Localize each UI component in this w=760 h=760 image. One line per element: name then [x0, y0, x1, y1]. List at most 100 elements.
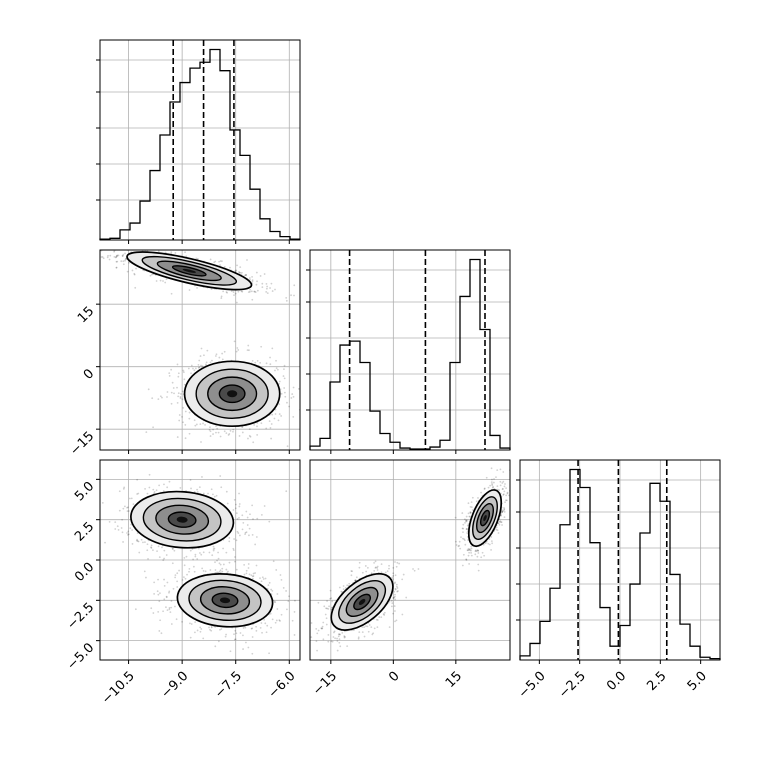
scatter-point: [232, 549, 235, 552]
scatter-point: [365, 570, 368, 573]
density-level: [182, 268, 196, 273]
scatter-point: [127, 510, 130, 512]
scatter-point: [252, 518, 254, 520]
scatter-point: [490, 467, 493, 470]
scatter-point: [137, 492, 140, 495]
scatter-point: [326, 607, 328, 610]
scatter-point: [285, 590, 287, 592]
scatter-point: [393, 590, 396, 593]
scatter-point: [236, 347, 239, 349]
scatter-point: [497, 532, 500, 534]
scatter-point: [283, 364, 286, 367]
scatter-point: [230, 290, 233, 293]
scatter-point: [47, 235, 49, 237]
scatter-point: [491, 486, 494, 489]
scatter-point: [464, 521, 466, 524]
scatter-point: [505, 499, 507, 502]
contour-line: [126, 251, 253, 291]
scatter-point: [501, 488, 504, 491]
scatter-point: [272, 560, 275, 563]
scatter-point: [184, 251, 186, 254]
scatter-point: [500, 514, 502, 517]
scatter-point: [465, 528, 468, 531]
scatter-point: [235, 568, 238, 571]
scatter-point: [390, 599, 393, 602]
scatter-point: [482, 543, 485, 546]
scatter-point: [210, 288, 213, 290]
scatter-point: [475, 500, 478, 503]
scatter-point: [245, 641, 247, 644]
scatter-point: [202, 570, 205, 572]
scatter-point: [218, 562, 221, 565]
y-tick-label-1: 0: [81, 366, 97, 382]
scatter-point: [271, 347, 274, 350]
scatter-point: [500, 521, 503, 523]
scatter-point: [177, 395, 180, 398]
scatter-point: [170, 251, 173, 254]
scatter-point: [477, 549, 479, 552]
scatter-point: [264, 622, 267, 625]
contour-line: [345, 586, 379, 618]
scatter-point: [89, 506, 91, 508]
scatter-point: [326, 600, 328, 602]
scatter-point: [213, 261, 216, 264]
scatter-point: [259, 275, 262, 277]
scatter-point: [469, 511, 472, 514]
scatter-point: [124, 252, 126, 255]
scatter-point: [228, 540, 231, 543]
scatter-point: [163, 557, 166, 560]
scatter-point: [115, 260, 118, 263]
density-level: [227, 390, 238, 398]
scatter-point: [271, 589, 274, 592]
scatter-point: [490, 481, 493, 484]
scatter-point: [282, 375, 285, 377]
scatter-point: [375, 618, 378, 621]
density-content: [89, 473, 296, 655]
scatter-point: [190, 364, 193, 367]
scatter-point: [150, 546, 152, 549]
scatter-point: [226, 291, 228, 294]
scatter-point: [235, 350, 238, 353]
scatter-point: [495, 526, 498, 529]
scatter-point: [496, 529, 499, 532]
scatter-point: [246, 524, 249, 526]
scatter-point: [116, 255, 118, 257]
scatter-point: [317, 385, 319, 387]
scatter-point: [126, 532, 128, 534]
scatter-point: [261, 286, 264, 289]
scatter-point: [166, 609, 169, 612]
scatter-point: [194, 631, 196, 634]
scatter-point: [113, 255, 116, 258]
scatter-point: [183, 564, 186, 567]
scatter-point: [162, 490, 165, 492]
scatter-point: [244, 274, 247, 277]
scatter-point: [271, 290, 274, 292]
scatter-point: [219, 435, 222, 438]
scatter-point: [173, 549, 176, 552]
scatter-point: [241, 431, 244, 434]
scatter-point: [131, 543, 134, 545]
scatter-point: [152, 488, 155, 491]
scatter-point: [234, 507, 237, 510]
scatter-point: [189, 636, 192, 639]
scatter-point: [121, 518, 124, 521]
scatter-point: [193, 419, 196, 422]
scatter-point: [170, 292, 173, 295]
scatter-point: [199, 423, 202, 426]
scatter-point: [275, 569, 278, 571]
scatter-point: [499, 480, 502, 483]
scatter-point: [170, 623, 173, 625]
scatter-point: [130, 497, 133, 500]
scatter-point: [259, 577, 261, 580]
scatter-point: [375, 566, 377, 569]
scatter-point: [293, 611, 296, 613]
scatter-point: [368, 624, 371, 626]
scatter-point: [468, 551, 471, 554]
scatter-point: [382, 613, 385, 615]
scatter-point: [255, 625, 257, 628]
scatter-point: [236, 264, 238, 267]
scatter-point: [136, 493, 139, 495]
scatter-point: [93, 511, 95, 513]
scatter-point: [232, 428, 235, 431]
